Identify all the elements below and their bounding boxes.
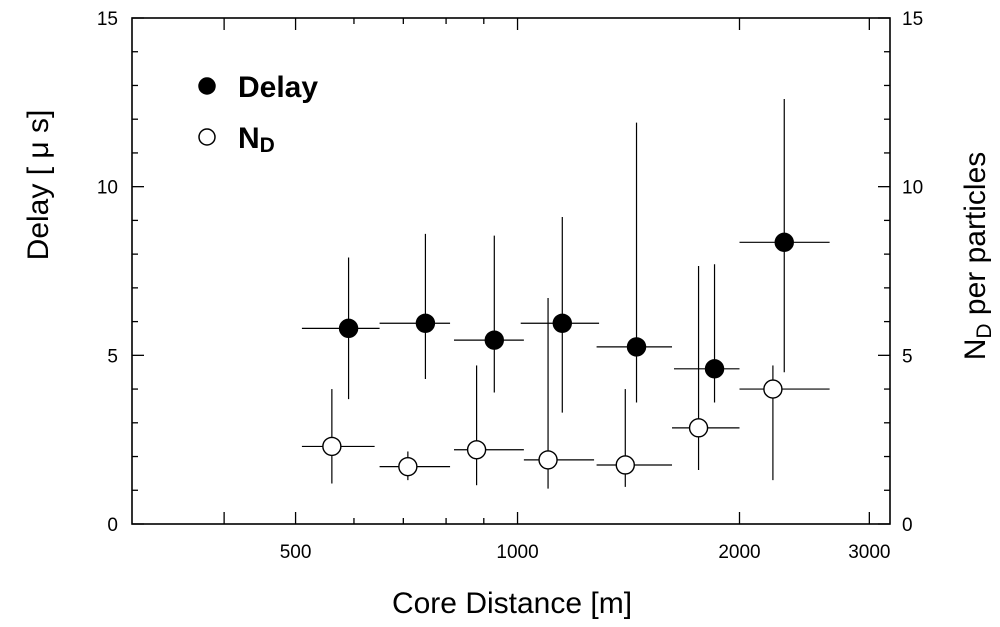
delay-point [484,330,504,350]
nd-point [615,455,635,475]
y-tick-label-right: 0 [902,515,913,536]
y-tick-label-right: 10 [902,178,923,199]
delay-point [552,313,572,333]
nd-point [763,379,783,399]
x-tick-label: 1000 [496,542,538,563]
legend-marker-delay [198,77,216,95]
nd-point [466,440,487,460]
y-axis-title-right: ND per particles [959,152,996,361]
legend-label-delay: Delay [238,71,318,104]
delay-point [774,232,794,253]
delay-point [415,313,436,333]
legend-label-nd-sub: D [260,134,275,157]
y-tick-label-left: 0 [107,515,118,536]
x-tick-label: 500 [280,542,312,563]
y-axis-title-left: Delay [ μ s] [22,110,55,261]
data-marks [301,98,830,489]
legend-label-nd: ND [238,122,275,157]
y-tick-label-right: 5 [902,346,913,367]
nd-point [538,450,558,470]
y-axis-title-right-sub: D [973,323,996,338]
y-tick-label-left: 5 [107,346,118,367]
legend-label-nd-main: N [238,122,260,155]
legend: Delay ND [198,71,318,157]
delay-point [338,318,359,339]
y-axis-title-right-rest: per particles [959,152,992,324]
plot-border [131,17,891,525]
plot-frame [131,17,891,525]
x-tick-label: 2000 [718,542,760,563]
y-tick-label-left: 10 [97,178,118,199]
nd-point [322,436,342,457]
y-tick-label-left: 15 [97,9,118,30]
nd-point [688,418,709,438]
legend-marker-nd [198,128,216,146]
x-tick-label: 3000 [848,542,890,563]
x-axis-title: Core Distance [m] [392,587,632,620]
tick-labels: 0 5 10 15 0 5 10 15 500 1000 2000 3000 [97,9,923,563]
delay-point [626,337,647,357]
y-tick-label-right: 15 [902,9,923,30]
y-axis-title-right-main: N [959,339,992,361]
ticks [132,17,890,525]
nd-point [398,456,418,477]
delay-point [704,359,725,379]
